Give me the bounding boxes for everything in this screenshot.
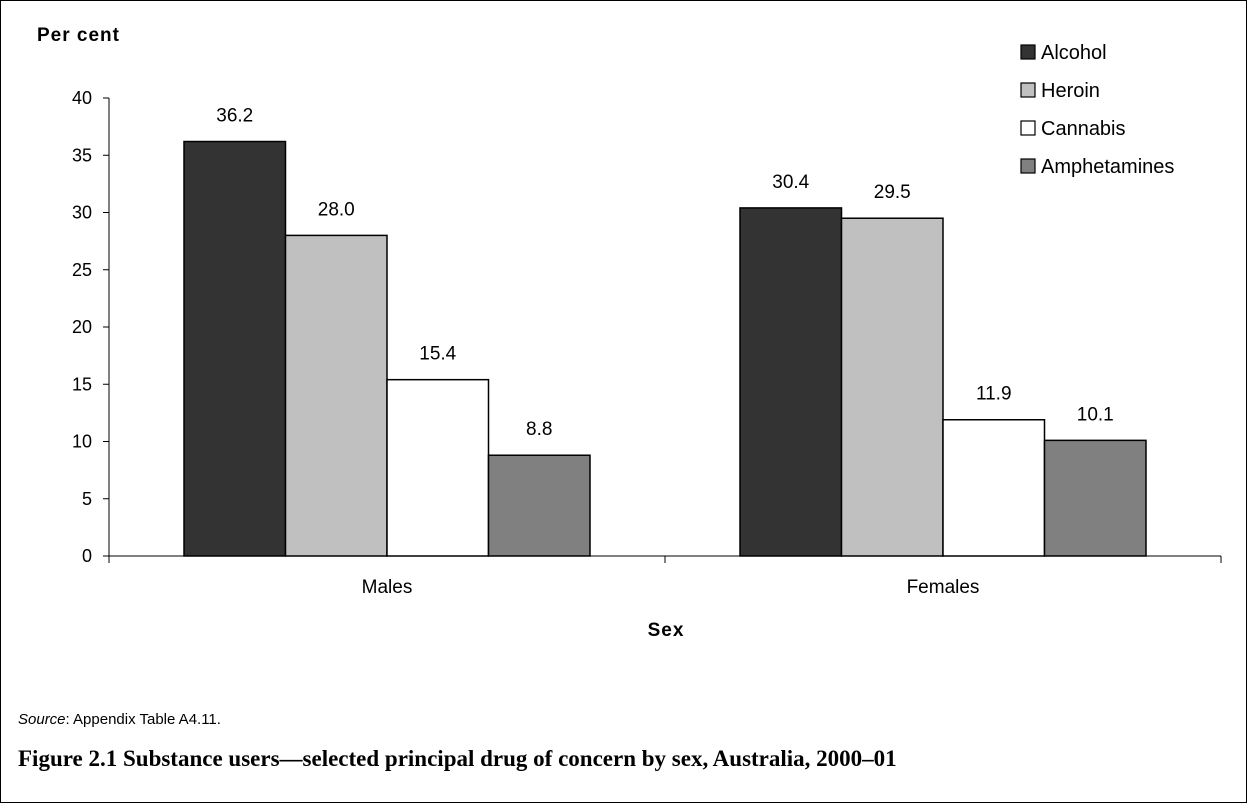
bar <box>739 207 843 557</box>
y-tick-label: 10 <box>72 432 92 452</box>
bar <box>284 234 388 557</box>
y-tick-label: 5 <box>82 489 92 509</box>
legend-swatch <box>1020 158 1036 174</box>
bars-group: 36.2 28.0 15.4 8.8 30.4 29.5 11.9 10.1 <box>183 106 1147 557</box>
data-label: 30.4 <box>772 172 809 193</box>
data-label: 28.0 <box>318 199 355 220</box>
data-label: 8.8 <box>526 419 552 440</box>
bar <box>1043 439 1147 557</box>
source-label: Source <box>18 711 66 728</box>
legend-swatch <box>1020 44 1036 60</box>
data-label: 15.4 <box>419 344 456 365</box>
y-tick-label: 20 <box>72 317 92 337</box>
x-axis-title: Sex <box>648 620 685 641</box>
data-label: 10.1 <box>1077 404 1114 425</box>
legend-label: Alcohol <box>1041 42 1107 64</box>
x-tick-label: Females <box>907 577 980 598</box>
legend-label: Heroin <box>1041 80 1100 102</box>
y-tick-label: 15 <box>72 374 92 394</box>
legend-label: Cannabis <box>1041 118 1126 140</box>
legend-swatch <box>1020 120 1036 136</box>
y-tick-label: 30 <box>72 203 92 223</box>
x-tick-label: Males <box>362 577 413 598</box>
bar <box>487 454 591 557</box>
y-tick-label: 25 <box>72 260 92 280</box>
axes: 0 5 10 15 20 25 30 35 40 Males Females <box>72 88 1222 598</box>
bar-chart: Per cent Sex 0 5 10 15 20 25 30 35 40 Males Female… <box>37 25 1222 641</box>
data-label: 36.2 <box>216 106 253 127</box>
data-label: 11.9 <box>976 384 1012 405</box>
legend-swatch <box>1020 82 1036 98</box>
legend-label: Amphetamines <box>1041 156 1174 178</box>
y-axis-title: Per cent <box>37 25 120 46</box>
bar <box>386 378 490 557</box>
bar <box>840 217 944 557</box>
legend: Alcohol Heroin Cannabis Amphetamines <box>1020 42 1174 178</box>
y-tick-label: 35 <box>72 145 92 165</box>
figure-caption: Figure 2.1 Substance users—selected prin… <box>18 746 897 771</box>
source-note: Source: Appendix Table A4.11. <box>18 711 221 728</box>
y-tick-label: 40 <box>72 88 92 108</box>
y-tick-label: 0 <box>82 546 92 566</box>
source-text: : Appendix Table A4.11. <box>65 711 221 728</box>
bar <box>183 140 287 557</box>
bar <box>942 418 1046 557</box>
data-label: 29.5 <box>874 182 911 203</box>
